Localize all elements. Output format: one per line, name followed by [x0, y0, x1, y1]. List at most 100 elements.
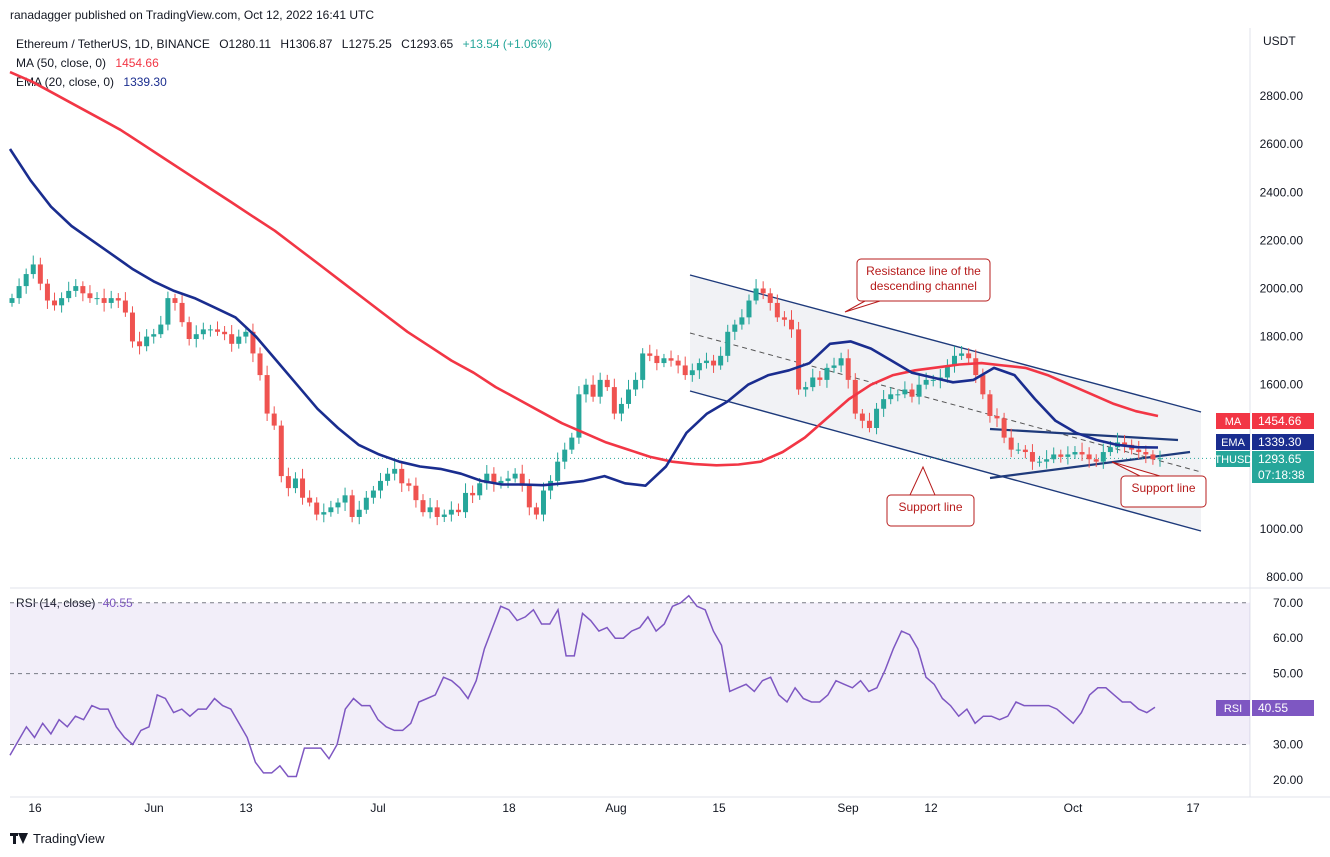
- candle: [1008, 428, 1014, 458]
- legend-ma-row[interactable]: MA (50, close, 0) 1454.66: [16, 54, 552, 73]
- candle: [101, 288, 107, 312]
- candle: [689, 363, 695, 382]
- resistance-callout-text: descending channel: [870, 279, 977, 293]
- candle: [604, 374, 610, 391]
- time-tick-label: Jul: [370, 801, 385, 815]
- candle-body: [73, 286, 79, 291]
- candle: [682, 356, 688, 380]
- ma-price-tag: MA 1454.66: [1216, 413, 1314, 429]
- candle: [590, 375, 596, 402]
- candle-body: [881, 399, 887, 409]
- candle: [292, 472, 298, 494]
- descending-channel: [10, 274, 1250, 532]
- candle: [250, 323, 256, 363]
- tradingview-logo-icon: [10, 832, 28, 845]
- candle-body: [377, 480, 383, 491]
- candle: [129, 306, 135, 348]
- candle: [711, 354, 717, 373]
- symbol-title[interactable]: Ethereum / TetherUS, 1D, BINANCE: [16, 37, 210, 51]
- candle: [944, 359, 950, 383]
- candle-body: [951, 355, 957, 366]
- price-tick-label: 2200.00: [1260, 233, 1304, 247]
- candle-body: [1065, 454, 1071, 457]
- resistance-callout-box: [856, 258, 991, 302]
- candle-body: [363, 497, 369, 510]
- candle: [165, 291, 171, 331]
- tradingview-brand[interactable]: TradingView: [10, 831, 105, 846]
- candle: [314, 497, 320, 521]
- candle-body: [59, 298, 65, 306]
- candle: [661, 353, 667, 368]
- candle-body: [165, 298, 171, 325]
- rsi-line: [9, 594, 1156, 778]
- candle-body: [640, 353, 646, 380]
- candle: [647, 344, 653, 362]
- candle-body: [817, 377, 823, 380]
- ema-price-tag: EMA 1339.30: [1216, 434, 1314, 450]
- candle-body: [193, 334, 199, 340]
- moving-averages: [8, 70, 1159, 488]
- candle-body: [94, 298, 100, 300]
- candle-body: [760, 288, 766, 294]
- candle: [845, 349, 851, 389]
- candle-body: [236, 336, 242, 344]
- support-callout-right: Support line: [1111, 461, 1207, 508]
- candle: [215, 321, 221, 336]
- ma-value: 1454.66: [115, 56, 159, 70]
- candle-body: [746, 300, 752, 318]
- price-tags: MA 1454.66 EMA 1339.30 ETHUSDT 1293.65 07:18:3…: [1207, 413, 1314, 716]
- candle-body: [257, 353, 263, 376]
- candle-body: [562, 449, 568, 462]
- candle: [916, 375, 922, 405]
- candle-body: [1079, 452, 1085, 455]
- candle-body: [292, 478, 298, 489]
- candle: [838, 352, 844, 373]
- candle-body: [151, 334, 157, 337]
- candle: [122, 292, 128, 317]
- price-tick-label: 800.00: [1266, 570, 1303, 584]
- candle-body: [824, 367, 830, 380]
- candle-body: [44, 283, 50, 301]
- time-tick-label: 17: [1186, 801, 1200, 815]
- candle-body: [973, 358, 979, 376]
- candle-body: [66, 290, 72, 299]
- candle: [229, 325, 235, 352]
- channel-midline: [689, 332, 1202, 473]
- candle: [866, 412, 872, 433]
- candle: [888, 387, 894, 405]
- candle: [470, 485, 476, 504]
- candle: [477, 478, 483, 500]
- candle-body: [774, 302, 780, 318]
- price-tick-label: 2800.00: [1260, 89, 1304, 103]
- candle: [654, 349, 660, 371]
- ema20-line: [8, 148, 1159, 488]
- candle-body: [321, 512, 327, 515]
- candle-body: [399, 468, 405, 484]
- ema-price-tag-name: EMA: [1221, 437, 1246, 449]
- rsi-price-tag-value: 40.55: [1258, 701, 1288, 715]
- candle-body: [725, 331, 731, 356]
- ma-price-tag-value-box: [1252, 413, 1314, 429]
- candle: [994, 408, 1000, 428]
- candle-body: [314, 502, 320, 515]
- ema-price-tag-value: 1339.30: [1258, 435, 1302, 449]
- candle: [1001, 412, 1007, 444]
- candle-body: [498, 480, 504, 484]
- candle-body: [285, 476, 291, 489]
- candle-body: [1058, 454, 1064, 457]
- candle: [767, 288, 773, 311]
- candle-body: [1044, 459, 1050, 462]
- candle-body: [512, 473, 518, 479]
- price-tick-label: 1000.00: [1260, 522, 1304, 536]
- channel-upper-line: [689, 274, 1202, 413]
- candle: [1029, 444, 1035, 470]
- last-price-tag: ETHUSDT 1293.65 07:18:38: [1207, 451, 1314, 483]
- candle: [285, 467, 291, 497]
- candle-body: [243, 331, 249, 337]
- candle: [1022, 445, 1028, 459]
- candle: [817, 370, 823, 386]
- candle: [1150, 450, 1156, 465]
- candle-body: [434, 507, 440, 517]
